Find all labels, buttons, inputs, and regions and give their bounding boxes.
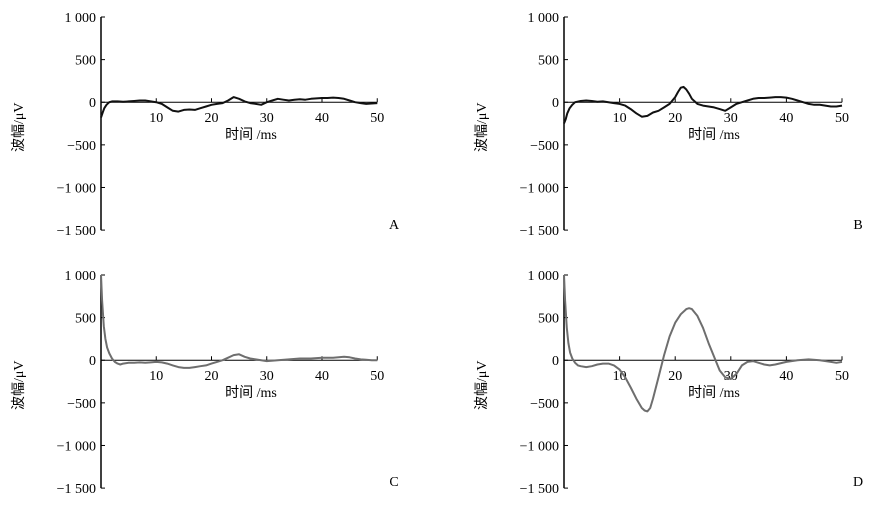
y-tick-label: −1 000 (520, 439, 559, 454)
y-tick-label: −1 000 (57, 181, 96, 196)
x-axis-label: 时间 /ms (225, 127, 277, 143)
y-tick-label: 0 (552, 96, 559, 111)
x-tick-label: 20 (668, 111, 682, 126)
x-tick-label: 10 (149, 369, 163, 384)
x-tick-label: 10 (613, 111, 627, 126)
y-tick-label: −1 500 (520, 482, 559, 497)
x-tick-label: 40 (315, 111, 329, 126)
y-tick-label: 1 000 (528, 269, 560, 284)
y-tick-label: 1 000 (528, 11, 560, 26)
y-tick-label: −1 500 (57, 224, 96, 239)
y-tick-label: −500 (530, 397, 559, 412)
x-tick-label: 50 (370, 369, 384, 384)
x-tick-label: 40 (779, 111, 793, 126)
y-tick-label: 0 (552, 354, 559, 369)
y-tick-label: 500 (538, 54, 559, 69)
y-tick-label: 500 (75, 312, 96, 327)
x-tick-label: 10 (149, 111, 163, 126)
y-tick-label: −1 500 (520, 224, 559, 239)
series-line (100, 274, 378, 369)
chart-panel-B: 1 000 500 0 −500 −1 000 −1 500 10 20 30 40 50 时间 /m… (474, 11, 863, 239)
y-tick-label: 500 (75, 54, 96, 69)
y-axis-label: 波幅/μV (11, 102, 27, 152)
panel-label: B (853, 218, 862, 233)
x-tick-label: 20 (205, 111, 219, 126)
y-tick-label: −500 (67, 139, 96, 154)
y-tick-label: 0 (89, 96, 96, 111)
y-axis-label: 波幅/μV (474, 102, 490, 152)
x-tick-label: 30 (724, 111, 738, 126)
y-tick-label: −500 (530, 139, 559, 154)
x-tick-label: 50 (835, 111, 849, 126)
y-tick-label: −500 (67, 397, 96, 412)
y-tick-label: −1 500 (57, 482, 96, 497)
y-axis-label: 波幅/μV (11, 360, 27, 410)
x-axis-label: 时间 /ms (688, 385, 740, 401)
series-line (100, 96, 378, 118)
x-tick-label: 40 (779, 369, 793, 384)
x-tick-label: 30 (724, 369, 738, 384)
panel-label: A (389, 218, 400, 233)
series-line (563, 85, 843, 124)
x-tick-label: 50 (835, 369, 849, 384)
y-tick-label: 1 000 (65, 11, 97, 26)
panel-label: D (853, 475, 863, 490)
y-tick-label: 0 (89, 354, 96, 369)
x-tick-label: 30 (260, 369, 274, 384)
x-tick-label: 20 (668, 369, 682, 384)
y-tick-label: −1 000 (520, 181, 559, 196)
y-axis-label: 波幅/μV (474, 360, 490, 410)
x-tick-label: 50 (370, 111, 384, 126)
chart-panel-A: 1 000 500 0 −500 −1 000 −1 500 10 20 30 40 50 时间 /m… (11, 11, 400, 239)
y-tick-label: 500 (538, 312, 559, 327)
panel-label: C (389, 475, 398, 490)
x-tick-label: 40 (315, 369, 329, 384)
x-tick-label: 30 (260, 111, 274, 126)
x-axis-label: 时间 /ms (225, 385, 277, 401)
series-line (563, 274, 843, 413)
y-tick-label: −1 000 (57, 439, 96, 454)
y-tick-label: 1 000 (65, 269, 97, 284)
chart-panel-C: 1 000 500 0 −500 −1 000 −1 500 10 20 30 40 50 时间 /m… (11, 269, 399, 497)
x-tick-label: 20 (205, 369, 219, 384)
x-axis-label: 时间 /ms (688, 127, 740, 143)
